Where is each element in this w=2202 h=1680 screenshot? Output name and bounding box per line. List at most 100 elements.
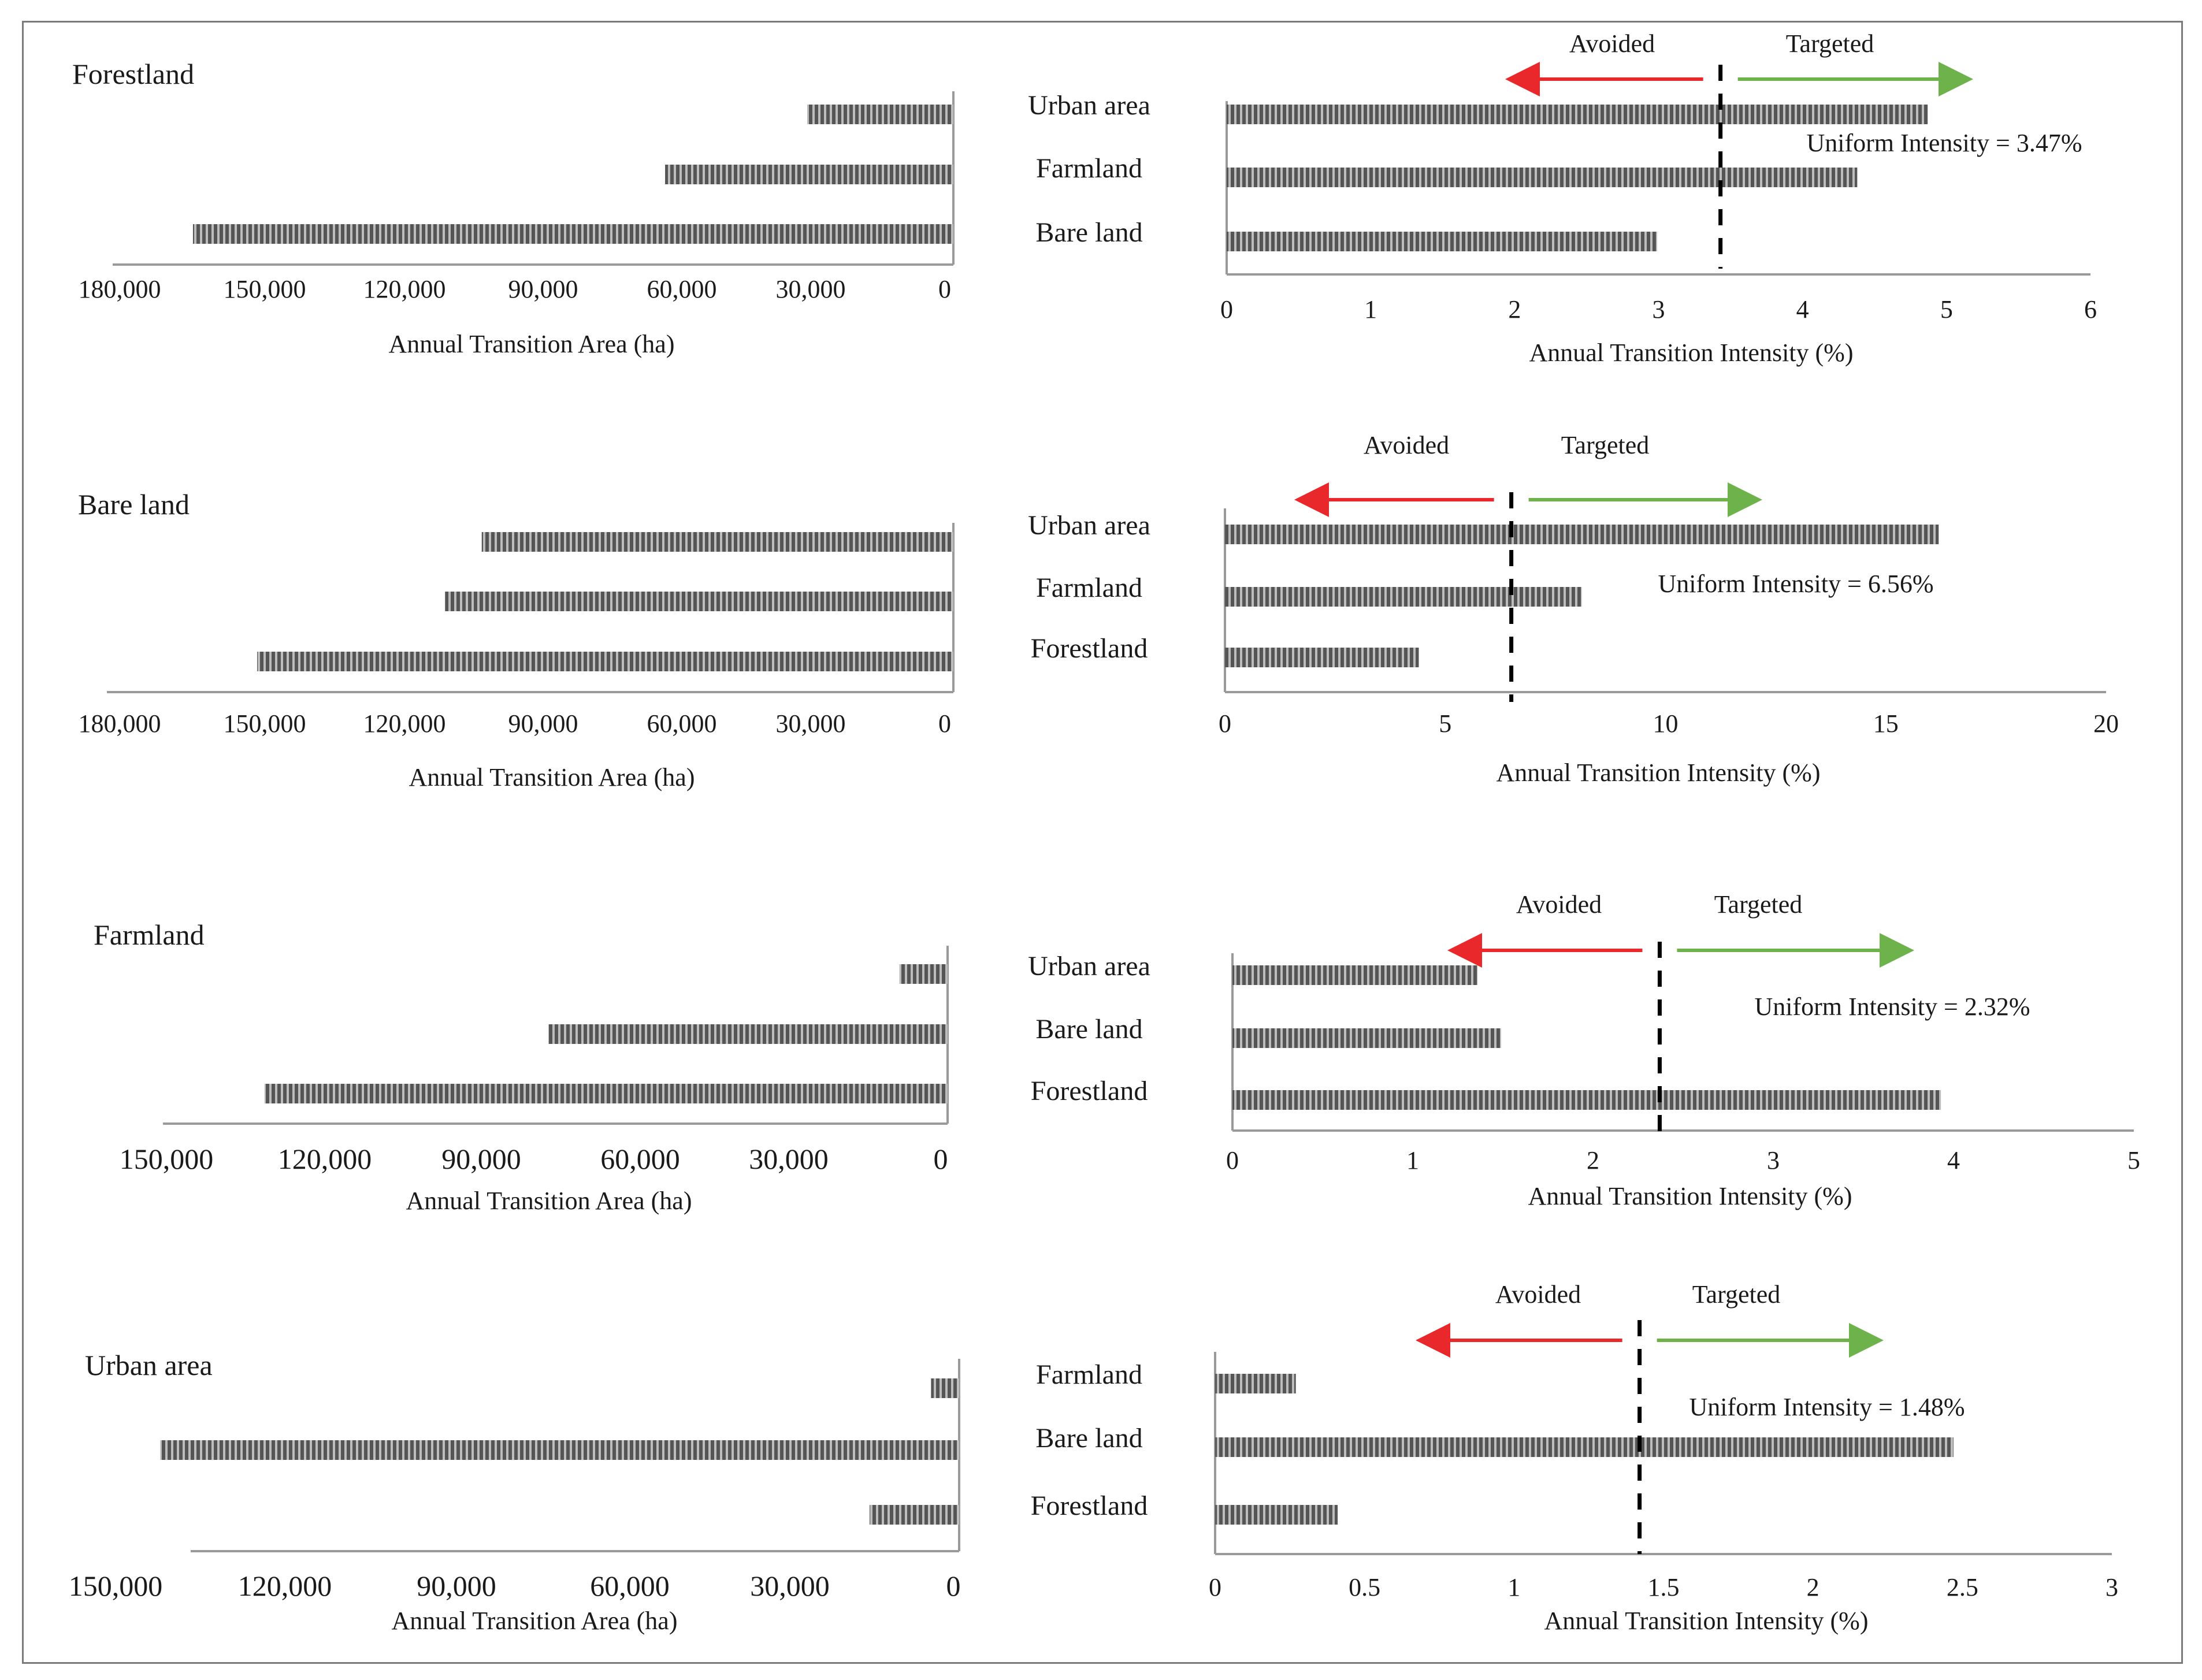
tick-label: 1.5 [1648,1573,1680,1601]
tick-label: 1 [1364,295,1377,324]
tick-label: 0 [1219,709,1231,738]
tick-label: 3 [2106,1573,2118,1601]
tick-label: 90,000 [417,1570,496,1602]
x-axis-label: Annual Transition Intensity (%) [1544,1607,1869,1635]
tick-label: 2 [1587,1146,1599,1174]
bar-forestland [257,652,953,671]
bar-urban-area [1232,965,1478,985]
avoided-label: Avoided [1495,1280,1581,1309]
bar-urban-area [1225,525,1939,544]
tick-label: 0.5 [1349,1573,1380,1601]
tick-label: 90,000 [441,1143,521,1175]
tick-label: 60,000 [590,1570,670,1602]
category-label: Farmland [1036,1359,1142,1390]
targeted-label: Targeted [1692,1280,1780,1309]
area-panel-3: Farmland 150,000 120,000 90,000 60,000 30,000… [94,919,949,1215]
tick-label: 0 [934,1143,948,1175]
x-axis-label: Annual Transition Area (ha) [389,330,675,358]
tick-label: 180,000 [79,275,161,303]
bar-forestland [1225,648,1419,667]
tick-label: 30,000 [749,1143,829,1175]
uniform-intensity-label: Uniform Intensity = 3.47% [1807,129,2082,157]
avoided-label: Avoided [1364,431,1449,459]
bar-farmland [1227,168,1858,187]
bar-farmland [1225,587,1582,607]
tick-label: 0 [938,275,951,303]
area-panel-1: Forestland 180,000 150,000 120,000 90,000 60,… [72,58,955,358]
tick-label: 0 [1209,1573,1221,1601]
tick-label: 120,000 [238,1570,332,1602]
tick-label: 120,000 [278,1143,372,1175]
tick-label: 15 [1873,709,1899,738]
category-label: Farmland [1036,153,1142,184]
bar-forestland [1232,1090,1941,1110]
tick-label: 0 [1226,1146,1239,1174]
intensity-panel-1: Urban area Farmland Bare land 0 1 2 3 4 5 6 Annual… [1028,29,2097,367]
tick-label: 120,000 [363,709,446,738]
bar-farmland [931,1378,959,1398]
tick-label: 150,000 [224,275,306,303]
x-axis-label: Annual Transition Area (ha) [392,1607,678,1635]
intensity-panel-3: Urban area Bare land Forestland 0 1 2 3 4 5 Annua… [1028,890,2140,1210]
tick-label: 150,000 [224,709,306,738]
category-label: Bare land [1035,1014,1142,1045]
x-axis-label: Annual Transition Intensity (%) [1529,339,1854,367]
figure-frame [22,21,2183,1664]
bar-bare-land [1215,1437,1954,1457]
intensity-panel-2: Urban area Farmland Forestland 0 5 10 15 20 Annu… [1028,431,2119,787]
panel-title: Bare land [78,488,190,521]
bar-forestland [1215,1505,1338,1525]
tick-label: 120,000 [363,275,446,303]
tick-label: 60,000 [647,275,717,303]
bar-bare-land [192,224,953,244]
x-axis-label: Annual Transition Area (ha) [409,763,695,791]
category-label: Urban area [1028,951,1150,982]
tick-label: 6 [2084,295,2097,324]
tick-label: 30,000 [750,1570,830,1602]
tick-label: 60,000 [647,709,717,738]
tick-label: 5 [2127,1146,2140,1174]
tick-label: 5 [1940,295,1953,324]
x-axis-label: Annual Transition Intensity (%) [1497,759,1821,787]
tick-label: 4 [1796,295,1809,324]
bar-urban-area [807,105,953,124]
tick-label: 5 [1439,709,1451,738]
area-panel-2: Bare land 180,000 150,000 120,000 90,000 60,0… [78,488,955,791]
uniform-intensity-label: Uniform Intensity = 2.32% [1755,993,2030,1021]
panel-title: Urban area [85,1349,213,1381]
tick-label: 180,000 [79,709,161,738]
category-label: Forestland [1031,633,1148,664]
tick-label: 90,000 [508,275,578,303]
targeted-label: Targeted [1561,431,1649,459]
avoided-label: Avoided [1516,890,1602,919]
bar-forestland [870,1505,959,1525]
category-label: Urban area [1028,510,1150,541]
tick-label: 10 [1653,709,1679,738]
bar-urban-area [899,964,948,984]
bar-bare-land [1232,1028,1501,1048]
panel-title: Forestland [72,58,194,90]
bar-farmland [445,592,953,611]
bar-forestland [264,1084,948,1103]
tick-label: 30,000 [776,709,846,738]
tick-label: 3 [1767,1146,1780,1174]
tick-label: 20 [2093,709,2119,738]
tick-label: 3 [1653,295,1665,324]
category-label: Forestland [1031,1491,1148,1521]
category-label: Forestland [1031,1076,1148,1106]
uniform-intensity-label: Uniform Intensity = 6.56% [1658,570,1934,598]
tick-label: 150,000 [120,1143,214,1175]
tick-label: 90,000 [508,709,578,738]
bar-farmland [1215,1374,1296,1393]
panel-title: Farmland [94,919,205,951]
targeted-label: Targeted [1786,29,1874,58]
avoided-label: Avoided [1569,29,1655,58]
area-panel-4: Urban area 150,000 120,000 90,000 60,000 30,0… [69,1349,961,1635]
tick-label: 0 [938,709,951,738]
bar-urban-area [1227,105,1928,124]
bar-bare-land [548,1024,948,1044]
targeted-label: Targeted [1714,890,1802,919]
tick-label: 30,000 [776,275,846,303]
tick-label: 2.5 [1947,1573,1978,1601]
